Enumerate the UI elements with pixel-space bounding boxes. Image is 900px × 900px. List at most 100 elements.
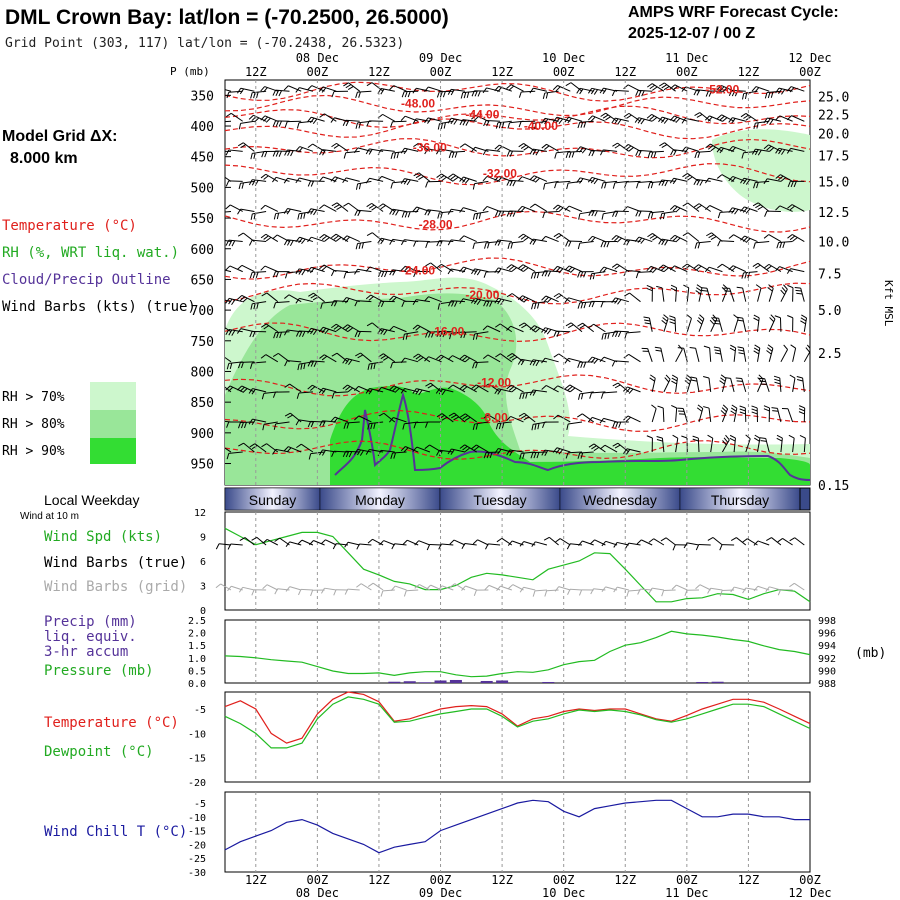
wind-barb-flag [365, 294, 372, 300]
wind-barb [779, 115, 793, 122]
wind-barb [225, 210, 232, 213]
wind-barb-flag [400, 357, 406, 364]
wind-barb-flag [494, 86, 500, 92]
wind-barb [370, 294, 384, 303]
wind-barb-flag [677, 347, 684, 349]
wind-barb-flag [227, 585, 232, 592]
wind-barb-flag [303, 212, 306, 219]
wind-barb-flag [377, 328, 382, 334]
wind-barb-flag [764, 210, 768, 217]
wind-barb-flag [531, 303, 534, 310]
wind-barb-flag [483, 120, 487, 127]
wind-barb-flag [728, 90, 733, 97]
wind-barb-flag [307, 143, 313, 149]
wind-barb-flag [322, 149, 326, 156]
wind-barb-flag [390, 585, 396, 591]
wind-barb-flag [614, 298, 619, 304]
wind-barb-flag [768, 284, 774, 289]
wind-barb-flag [403, 148, 408, 155]
isotherm-label: -48.00 [401, 96, 435, 110]
wind-barb [682, 408, 688, 423]
wind-barb-flag [555, 86, 561, 92]
wind-barb [301, 443, 314, 453]
wind-barb [441, 543, 454, 546]
wind-barb [742, 287, 747, 302]
wind-barb-flag [775, 87, 780, 94]
wind-barb [779, 266, 793, 273]
wind-barb-flag [672, 434, 679, 439]
wind-barb [755, 241, 770, 244]
wind-barb-flag [459, 384, 465, 390]
wind-barb-flag [265, 117, 271, 123]
wind-barb-flag [673, 149, 677, 156]
wind-barb [617, 442, 630, 453]
top-date-label: 12 Dec [788, 51, 831, 65]
model-grid-label: Model Grid ΔX: [2, 128, 118, 145]
wind-barb-flag [529, 203, 536, 209]
wind-barb [674, 115, 688, 122]
wind-barb-flag [413, 353, 419, 358]
wind-barb-flag [440, 212, 443, 219]
temp-tick-label: -15 [188, 754, 206, 765]
wind-barb-flag [217, 421, 220, 426]
wind-barb-flag [506, 150, 510, 157]
wind-barb-flag [766, 145, 772, 151]
wind-barb-flag [626, 114, 632, 119]
wind-barb-flag [225, 329, 230, 335]
wind-barb-flag [523, 416, 530, 421]
wind-barb-flag [255, 271, 259, 278]
wind-barb-flag [788, 434, 795, 439]
wind-barb-flag [357, 210, 361, 217]
wind-barb-flag [461, 543, 466, 550]
wind-barb-flag [336, 206, 342, 210]
wind-barb-flag [534, 423, 537, 430]
wind-barb-flag [226, 453, 230, 460]
pressure-tick-label: 850 [191, 396, 214, 411]
wind-barb-flag [637, 237, 643, 243]
pressure-tick-label: 700 [191, 304, 214, 319]
wind-barb-flag [237, 142, 244, 147]
wind-barb [474, 361, 489, 364]
wind-barb-flag [489, 300, 493, 307]
pressure-unit: (mb) [855, 646, 886, 661]
wind-barb-flag [681, 118, 686, 124]
wind-barb [663, 264, 676, 273]
wind-barb-flag [706, 232, 712, 237]
wind-barb-flag [436, 354, 442, 360]
wind-barb-flag [587, 115, 593, 121]
wind-barb-flag [606, 241, 610, 248]
wind-barb-flag [794, 286, 801, 289]
wind-barb-flag [577, 452, 581, 459]
wind-barb [582, 540, 594, 546]
wind-barb [299, 268, 313, 273]
wind-barb-flag [215, 354, 220, 357]
wind-barb-flag [439, 331, 443, 338]
wind-barb [687, 232, 700, 242]
wind-barb [651, 83, 665, 92]
wind-barb-flag [624, 332, 628, 339]
wind-barb-flag [532, 326, 538, 332]
wind-barb-flag [728, 176, 734, 182]
wind-barb [509, 241, 524, 244]
wind-barb-flag [669, 177, 675, 184]
wind-barb-flag [675, 117, 681, 124]
wind-barb [474, 421, 489, 425]
wind-barb-flag [237, 422, 241, 429]
wind-barb-flag [611, 297, 616, 303]
wind-barb-flag [424, 86, 429, 93]
wind-barb-flag [345, 298, 350, 304]
wind-barb-flag [331, 233, 337, 239]
wind-barb-flag [696, 319, 703, 325]
wind-barb-flag [400, 446, 406, 452]
wind-barb [463, 207, 477, 212]
wind-barb-flag [403, 590, 407, 597]
wind-barb-flag [253, 152, 256, 159]
wind-barb-flag [554, 182, 557, 189]
wind-barb [240, 208, 255, 212]
wind-barb-flag [370, 363, 373, 370]
wind-barb [252, 361, 267, 364]
wind-barb-flag [541, 327, 546, 333]
wind-barb-flag [543, 536, 550, 541]
wind-barb-flag [472, 213, 476, 220]
wind-barb [381, 237, 395, 243]
